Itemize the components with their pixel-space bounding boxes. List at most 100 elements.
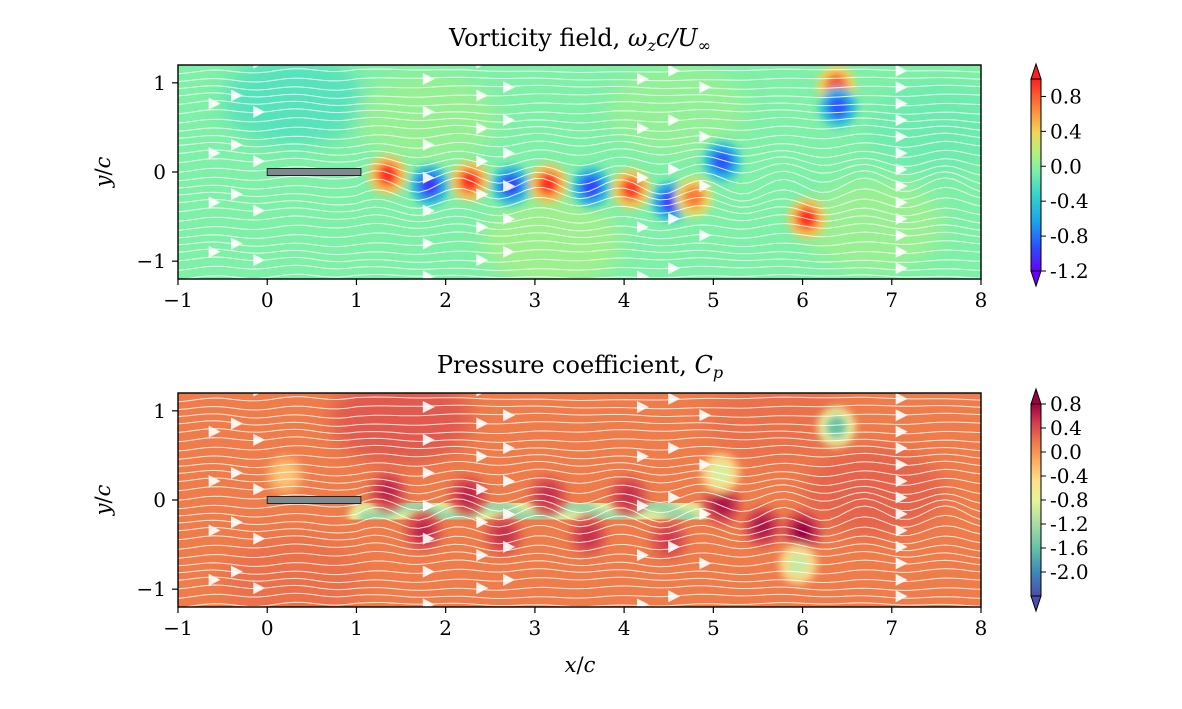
streamline [178, 483, 981, 496]
streamline-arrow [895, 442, 908, 455]
streamline-arrow [476, 417, 489, 430]
streamline-arrow [253, 254, 266, 267]
streamline [178, 76, 981, 83]
streamline [178, 420, 981, 427]
streamline-arrow [699, 409, 712, 422]
streamline-arrow [422, 466, 435, 479]
streamline-arrow [668, 540, 681, 553]
streamline [178, 460, 981, 469]
streamline [178, 116, 981, 124]
vortex [703, 141, 742, 182]
streamline [178, 533, 981, 545]
colorbar-tick-label: -0.4 [1050, 189, 1089, 213]
streamline-arrow [895, 212, 908, 225]
streamline [178, 444, 981, 452]
vortex [368, 154, 407, 195]
streamline [178, 148, 981, 159]
streamline [178, 214, 981, 224]
pressure-colorbar-max-extend [1030, 387, 1042, 405]
vorticity-colorbar-body [1030, 78, 1042, 272]
streamline [178, 264, 981, 272]
x-tick-label: 4 [618, 288, 631, 312]
vorticity-airfoil [266, 168, 362, 176]
streamline [178, 559, 981, 568]
streamline-arrow [208, 524, 221, 537]
vorticity-title: Vorticity field, ωzc/U∞ [448, 24, 711, 55]
streamline-arrow [253, 65, 261, 69]
streamline-arrow [503, 540, 516, 553]
streamline-arrow [253, 155, 266, 168]
streamline-arrow [895, 393, 908, 405]
streamline-arrow [503, 81, 516, 94]
streamline [178, 428, 981, 435]
pressure-title: Pressure coefficient, Cp [437, 351, 723, 382]
streamline-arrow [699, 130, 712, 143]
streamline-arrow [668, 114, 681, 127]
streamline-arrow [208, 196, 221, 209]
streamline-arrow [668, 442, 681, 455]
streamline [178, 576, 981, 584]
streamline [178, 542, 981, 552]
x-tick-label: 1 [350, 288, 363, 312]
streamline [178, 490, 981, 505]
vorticity-y-axis: 1 0 −1 [137, 71, 178, 273]
streamline-arrow [636, 221, 649, 234]
colorbar-tick-label: -0.8 [1050, 488, 1089, 512]
streamline-arrow [230, 138, 243, 151]
streamline-arrow [636, 450, 649, 463]
streamline-arrow [422, 598, 435, 607]
x-tick-label: 7 [885, 288, 898, 312]
streamline-arrow [895, 590, 908, 603]
streamline-arrow [476, 483, 489, 496]
streamline-arrow [895, 81, 908, 94]
streamline-arrow [253, 204, 266, 217]
vorticity-field [178, 65, 981, 279]
streamline-arrow [208, 425, 221, 438]
streamline-arrow [422, 204, 435, 217]
colorbar-tick-label: -0.8 [1050, 224, 1089, 248]
pressure-colorbar-body [1030, 403, 1042, 597]
streamline [178, 196, 981, 209]
vorticity-streamlines [178, 65, 981, 279]
streamline-arrow [895, 179, 908, 192]
vortex [674, 176, 713, 217]
streamline [178, 468, 981, 478]
streamline-arrow [476, 450, 489, 463]
streamline-arrow [230, 237, 243, 250]
streamline-arrow [895, 65, 908, 77]
vorticity-x-axis: −1 0 1 2 3 4 5 6 7 8 [163, 279, 987, 312]
vorticity-colorbar: 0.8 0.4 0.0 -0.4 -0.8 -1.2 [1030, 62, 1089, 288]
colorbar-tick-label: 0.4 [1050, 416, 1082, 440]
pressure-colorbar: 0.80.40.0-0.4-0.8-1.2-1.6-2.0 [1030, 387, 1089, 613]
streamline [178, 84, 981, 91]
streamline-arrow [895, 491, 908, 504]
streamline [178, 92, 981, 99]
streamline-arrow [476, 155, 489, 168]
pressure-streamline-arrows [208, 393, 908, 607]
streamline-arrow [422, 72, 435, 85]
vortex [529, 163, 568, 204]
streamline-arrow [699, 557, 712, 570]
streamline [178, 393, 181, 394]
streamline [178, 476, 981, 487]
streamline [178, 140, 981, 150]
streamline [178, 524, 981, 537]
streamline [178, 231, 981, 240]
streamline [178, 240, 981, 248]
streamline [178, 256, 981, 263]
streamline-arrow [895, 196, 908, 209]
streamline [178, 222, 981, 232]
streamline [178, 68, 981, 75]
colorbar-tick-label: 0.0 [1050, 440, 1082, 464]
streamline-arrow [230, 516, 243, 529]
streamline-arrow [422, 270, 435, 279]
pressure-x-axis: −1 0 1 2 3 4 5 6 7 8 [163, 607, 987, 640]
high-pressure-spot [569, 515, 608, 556]
streamline-arrow [253, 433, 266, 446]
streamline-arrow [503, 507, 516, 520]
x-tick-label: 0 [261, 288, 274, 312]
vortex [572, 167, 611, 208]
x-tick-label: 3 [529, 288, 542, 312]
high-pressure-spot [484, 515, 523, 556]
streamline-arrow [636, 499, 649, 512]
